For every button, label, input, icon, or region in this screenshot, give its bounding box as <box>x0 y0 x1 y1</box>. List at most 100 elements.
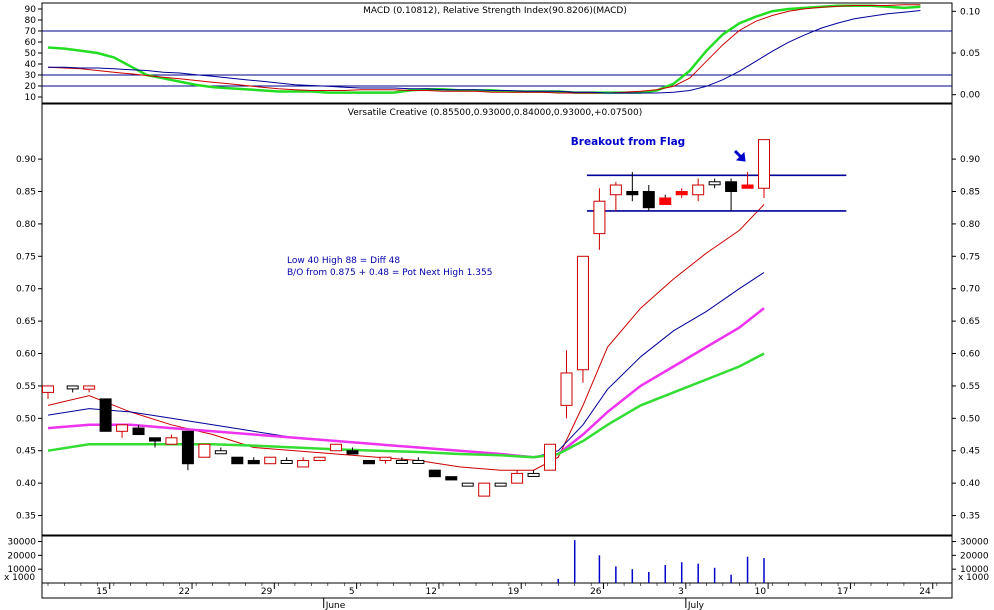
candle-body <box>198 443 211 458</box>
price-right-tick-label: 0.35 <box>960 512 980 522</box>
candle-body <box>494 482 507 487</box>
candle-body <box>609 184 622 196</box>
candle-body <box>148 437 161 442</box>
price-title: Versatile Creative (0.85500,0.93000,0.84… <box>348 108 643 118</box>
candle-body <box>395 459 408 464</box>
moving-average-line-0 <box>47 204 765 471</box>
candle-body <box>231 456 244 465</box>
indicator-left-tick-label: 70 <box>25 27 37 37</box>
indicator-series-line-2 <box>48 10 921 94</box>
indicator-left-tick-label: 50 <box>25 49 37 59</box>
x-axis-date-label: 17 <box>837 587 848 597</box>
target-note-line-1: Low 40 High 88 = Diff 48 <box>287 256 400 266</box>
candle-body <box>626 190 639 196</box>
price-left-tick-label: 0.50 <box>16 414 36 424</box>
candle-body <box>346 450 359 455</box>
price-right-tick-label: 0.65 <box>960 317 980 327</box>
x-axis-date-label: 10 <box>755 587 767 597</box>
x-axis-date-label: 15 <box>96 587 107 597</box>
candle-body <box>461 482 474 487</box>
target-note-line-2: B/O from 0.875 + 0.48 = Pot Next High 1.… <box>287 268 492 278</box>
indicator-right-tick-label: 0.00 <box>960 91 980 101</box>
moving-average-line-1 <box>47 272 765 458</box>
indicator-left-tick-label: 60 <box>25 38 37 48</box>
x-axis-date-label: 29 <box>261 587 273 597</box>
volume-unit-label-left: x 1000 <box>4 573 35 583</box>
candle-body <box>725 181 738 192</box>
indicator-title: MACD (0.10812), Relative Strength Index(… <box>363 6 627 16</box>
indicator-series-line-1 <box>47 4 921 94</box>
price-right-tick-label: 0.50 <box>960 414 980 424</box>
candle-body <box>544 443 557 471</box>
x-axis-date-label: 26 <box>590 587 602 597</box>
volume-unit-label-right: x 1000 <box>958 573 989 583</box>
candle-body <box>593 200 606 235</box>
volume-right-tick-label: 10000 <box>960 565 989 575</box>
candle-body <box>42 385 54 393</box>
candle-body <box>511 472 524 484</box>
x-axis-month-label: June <box>325 601 346 610</box>
candle-body <box>560 372 573 406</box>
indicator-left-tick-label: 40 <box>25 60 37 70</box>
candle-body <box>313 456 326 461</box>
volume-panel-frame <box>41 535 953 584</box>
candle-body <box>478 482 491 497</box>
candle-body <box>280 459 293 464</box>
x-axis-frame <box>41 582 953 599</box>
price-panel-frame <box>41 103 953 536</box>
moving-average-line-2 <box>47 307 765 459</box>
candle-body <box>379 456 392 461</box>
candle-body <box>659 197 672 205</box>
candle-body <box>214 450 227 455</box>
candle-body <box>527 472 540 477</box>
x-axis-date-label: 24 <box>919 587 931 597</box>
candle-body <box>741 184 754 189</box>
price-left-tick-label: 0.65 <box>16 317 36 327</box>
candle-body <box>247 459 260 465</box>
candle-body <box>362 459 375 465</box>
indicator-left-tick-label: 10 <box>25 93 37 103</box>
candle-body <box>165 437 178 445</box>
indicator-left-tick-label: 20 <box>25 82 37 92</box>
candle-body <box>576 255 589 371</box>
x-axis-date-label: 12 <box>425 587 436 597</box>
price-left-tick-label: 0.40 <box>16 479 36 489</box>
volume-left-tick-label: 10000 <box>7 565 36 575</box>
candle-body <box>99 398 112 432</box>
candle-body <box>297 459 310 468</box>
volume-right-tick-label: 30000 <box>960 538 989 548</box>
candle-body <box>330 443 343 452</box>
volume-right-tick-label: 20000 <box>960 551 989 561</box>
price-right-tick-label: 0.55 <box>960 382 980 392</box>
candle-body <box>692 184 705 196</box>
candle-body <box>758 139 771 189</box>
candle-body <box>181 430 194 465</box>
price-right-tick-label: 0.60 <box>960 350 980 360</box>
price-right-tick-label: 0.90 <box>960 155 980 165</box>
candle-body <box>66 385 79 390</box>
indicator-right-tick-label: 0.05 <box>960 49 980 59</box>
indicator-series-line-0 <box>47 4 921 94</box>
price-right-tick-label: 0.80 <box>960 220 980 230</box>
price-right-tick-label: 0.85 <box>960 187 980 197</box>
volume-left-tick-label: 20000 <box>7 551 36 561</box>
candle-body <box>428 469 441 478</box>
price-right-tick-label: 0.40 <box>960 479 980 489</box>
price-right-tick-label: 0.45 <box>960 447 980 457</box>
candle-body <box>116 424 129 432</box>
volume-left-tick-label: 30000 <box>7 538 36 548</box>
x-axis-date-label: 5 <box>349 587 355 597</box>
candle-body <box>264 456 277 465</box>
price-left-tick-label: 0.35 <box>16 512 36 522</box>
price-left-tick-label: 0.70 <box>16 285 36 295</box>
candle-body <box>675 190 688 196</box>
candle-body <box>412 459 425 464</box>
indicator-left-tick-label: 30 <box>25 71 37 81</box>
breakout-annotation: Breakout from Flag <box>571 136 685 148</box>
price-left-tick-label: 0.90 <box>16 155 36 165</box>
x-axis-date-label: 3 <box>678 587 684 597</box>
candle-body <box>445 476 458 481</box>
price-left-tick-label: 0.85 <box>16 187 36 197</box>
price-left-tick-label: 0.45 <box>16 447 36 457</box>
